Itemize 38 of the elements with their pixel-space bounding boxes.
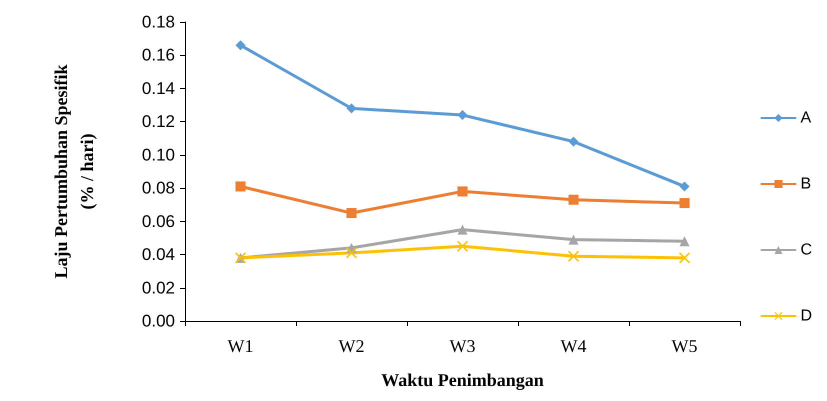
x-tick-label: W1 — [228, 336, 254, 356]
y-tick-label: 0.06 — [142, 212, 175, 231]
x-tick-label: W4 — [560, 336, 586, 356]
y-tick-label: 0.16 — [142, 46, 175, 65]
point — [458, 186, 468, 196]
point — [346, 247, 357, 258]
y-tick-label: 0.00 — [142, 312, 175, 330]
point — [236, 181, 246, 192]
y-axis-title: Laju Pertumbuhan Spesifik (% / hari) — [51, 64, 97, 279]
point — [458, 110, 468, 120]
point — [568, 250, 579, 262]
point — [346, 208, 356, 218]
legend-label: B — [800, 176, 812, 192]
legend-label: D — [800, 308, 812, 324]
x-tick-label: W3 — [450, 336, 476, 356]
point — [680, 236, 690, 246]
y-tick-label: 0.14 — [142, 78, 175, 98]
point — [236, 40, 246, 50]
y-tick-label: 0.10 — [142, 145, 175, 164]
x-axis-title: Waktu Penimbangan — [381, 370, 544, 390]
point — [680, 181, 690, 192]
y-tick-label: 0.18 — [142, 12, 175, 32]
y-tick-label: 0.02 — [142, 278, 175, 298]
point — [568, 136, 578, 147]
point — [679, 252, 690, 264]
point — [680, 198, 690, 208]
point — [457, 240, 468, 252]
x-tick-label: W2 — [338, 336, 364, 356]
y-tick-label: 0.12 — [142, 112, 175, 132]
x-tick-label: W5 — [672, 336, 698, 356]
point — [568, 194, 578, 205]
y-tick-label: 0.08 — [142, 178, 175, 198]
legend-label: A — [800, 110, 812, 126]
point — [458, 224, 468, 235]
legend-label: C — [800, 242, 812, 258]
point — [346, 103, 356, 114]
y-tick-label: 0.04 — [142, 245, 175, 264]
point — [568, 234, 578, 245]
